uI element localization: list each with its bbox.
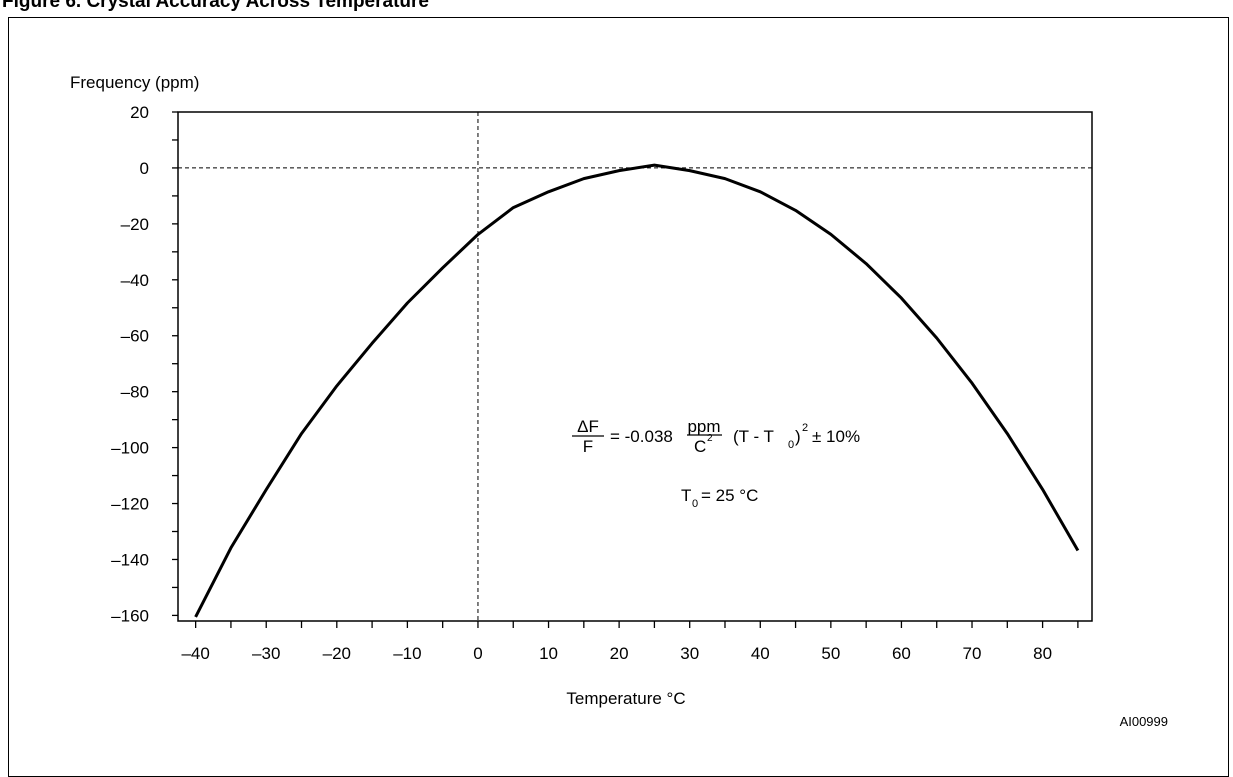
y-tick-label: –160 <box>111 606 149 625</box>
y-tick-label: 20 <box>130 103 149 122</box>
chart-svg: 200–20–40–60–80–100–120–140–160–40–30–20… <box>0 0 1233 751</box>
y-tick-label: –60 <box>121 327 149 346</box>
x-tick-label: 20 <box>610 644 629 663</box>
formula-unit-denominator: C <box>694 437 706 456</box>
x-tick-label: 10 <box>539 644 558 663</box>
formula: ΔF F = -0.038 ppm C 2 (T - T 0 ) 2 ± 10%… <box>572 417 860 510</box>
x-tick-label: –20 <box>323 644 351 663</box>
x-tick-label: 40 <box>751 644 770 663</box>
formula-paren-open: (T - T <box>733 427 774 446</box>
x-tick-label: 30 <box>680 644 699 663</box>
formula-paren-subscript: 0 <box>788 439 794 451</box>
x-axis-label: Temperature °C <box>566 689 685 708</box>
formula-coefficient: = -0.038 <box>610 427 673 446</box>
formula-unit-denominator-exponent: 2 <box>707 433 713 444</box>
frequency-curve-line <box>196 165 1078 617</box>
formula-paren-close: ) <box>795 427 801 446</box>
y-tick-label: –120 <box>111 495 149 514</box>
plot-area-border <box>178 112 1092 621</box>
y-tick-label: –100 <box>111 439 149 458</box>
x-tick-label: 0 <box>473 644 482 663</box>
formula-tolerance: ± 10% <box>812 427 860 446</box>
y-tick-label: –80 <box>121 383 149 402</box>
formula-delta-denominator: F <box>583 437 593 456</box>
formula-square-exponent: 2 <box>802 422 808 434</box>
x-tick-label: –30 <box>252 644 280 663</box>
t0-value: = 25 °C <box>701 486 758 505</box>
formula-unit-numerator: ppm <box>687 417 720 436</box>
y-tick-label: –140 <box>111 550 149 569</box>
x-tick-label: 70 <box>963 644 982 663</box>
figure-code: AI00999 <box>1120 714 1168 729</box>
formula-delta-numerator: ΔF <box>577 417 599 436</box>
t0-subscript: 0 <box>692 498 698 510</box>
x-tick-label: 50 <box>821 644 840 663</box>
t0-label: T <box>681 486 691 505</box>
x-tick-label: 80 <box>1033 644 1052 663</box>
x-tick-label: –40 <box>181 644 209 663</box>
y-tick-label: 0 <box>140 159 149 178</box>
x-tick-label: –10 <box>393 644 421 663</box>
y-tick-label: –20 <box>121 215 149 234</box>
y-tick-label: –40 <box>121 271 149 290</box>
y-axis-label: Frequency (ppm) <box>70 73 199 92</box>
x-tick-label: 60 <box>892 644 911 663</box>
